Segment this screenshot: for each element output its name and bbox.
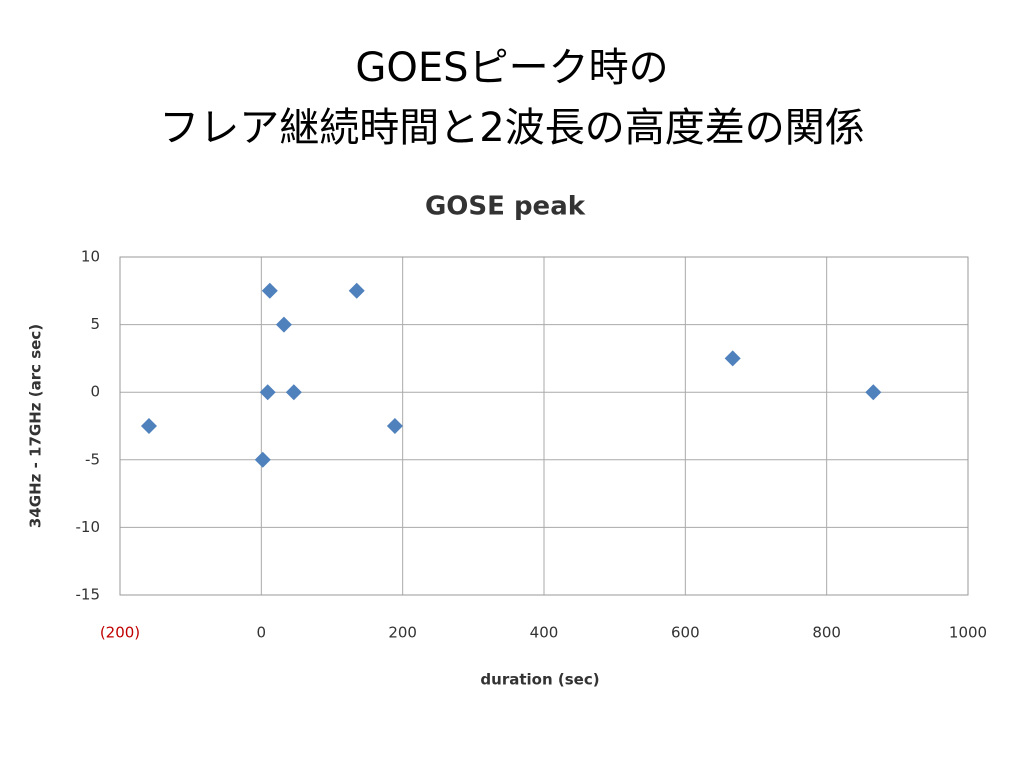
x-tick-label: 1000 [949, 624, 987, 642]
point [275, 316, 292, 333]
point [865, 384, 882, 401]
y-tick-label: 5 [90, 315, 100, 333]
x-tick-label: (200) [100, 624, 140, 642]
slide-title-line: フレア継続時間と2波長の高度差の関係 [159, 105, 864, 151]
point [285, 384, 302, 401]
x-tick-label: 200 [388, 624, 417, 642]
y-tick-label: -5 [85, 450, 100, 468]
y-tick-label: 0 [90, 383, 100, 401]
point [140, 418, 157, 434]
x-tick-label: 400 [530, 624, 559, 642]
point [724, 350, 741, 367]
point [254, 451, 271, 468]
x-tick-label: 800 [812, 624, 841, 642]
x-tick-label: 600 [671, 624, 700, 642]
y-tick-label: -10 [76, 518, 101, 536]
chart-title: GOSE peak [425, 192, 586, 222]
point [348, 282, 365, 299]
point [261, 282, 278, 299]
x-tick-label: 0 [257, 624, 267, 642]
y-tick-label: -15 [76, 586, 101, 604]
point [259, 384, 276, 401]
slide-title-line: GOESピーク時の [355, 45, 668, 91]
y-axis-label: 34GHz - 17GHz (arc sec) [27, 324, 45, 528]
plot-border [119, 256, 969, 596]
y-tick-label: 10 [81, 248, 100, 266]
x-axis-label: duration (sec) [480, 671, 599, 689]
point [386, 418, 403, 434]
